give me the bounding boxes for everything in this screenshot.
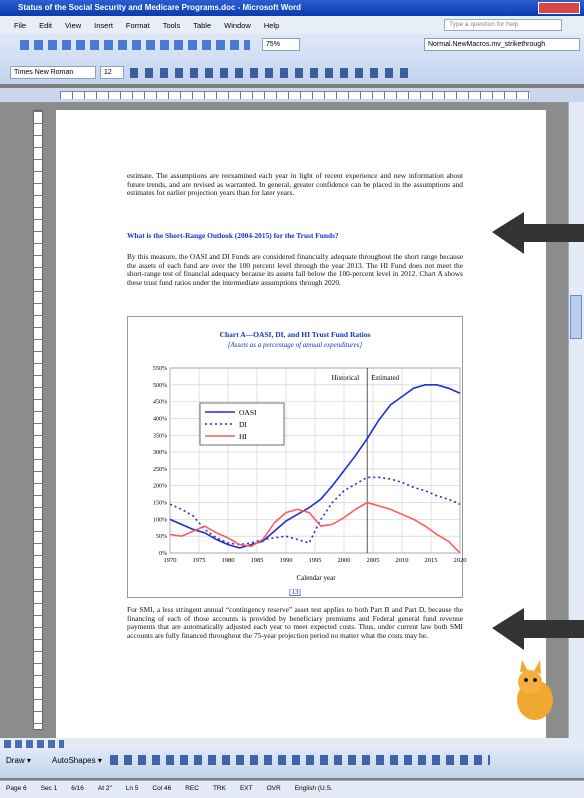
paragraph: estimate. The assumptions are reexamined…: [127, 171, 463, 198]
status-item: English (U.S.: [294, 785, 333, 792]
arrow: [492, 212, 584, 254]
office-assistant[interactable]: [517, 660, 553, 720]
x-tick-label: 1970: [164, 557, 177, 564]
y-tick-label: 450%: [153, 400, 167, 406]
caption[interactable]: [13]: [289, 588, 301, 596]
draw-menu[interactable]: Draw ▾: [6, 756, 31, 765]
horizontal-ruler: [60, 91, 530, 99]
view-buttons[interactable]: [4, 740, 64, 748]
y-tick-label: 150%: [153, 501, 167, 507]
y-tick-label: 400%: [153, 416, 167, 422]
legend-label: HI: [239, 432, 247, 441]
menu-item[interactable]: Window: [224, 21, 251, 30]
scroll-thumb[interactable]: [570, 295, 582, 339]
menu-item[interactable]: Edit: [39, 21, 53, 30]
title-bar: [0, 0, 584, 16]
x-tick-label: 1975: [193, 557, 206, 564]
chart-title: Chart A—OASI, DI, and HI Trust Fund Rati…: [220, 330, 371, 339]
x-tick-label: 2005: [367, 557, 380, 564]
annotation: Estimated: [371, 374, 399, 382]
vertical-ruler: [33, 110, 43, 730]
window-controls[interactable]: [538, 2, 580, 14]
x-tick-label: 1980: [222, 557, 235, 564]
menu-item[interactable]: Insert: [94, 21, 113, 30]
y-tick-label: 200%: [153, 484, 167, 490]
status-item: 6/16: [71, 785, 84, 792]
status-item: Page 6: [6, 785, 27, 792]
x-tick-label: 2010: [396, 557, 409, 564]
x-tick-label: 2015: [425, 557, 438, 564]
x-tick-label: 1985: [251, 557, 264, 564]
y-tick-label: 500%: [153, 383, 167, 389]
help-box[interactable]: Type a question for help: [444, 19, 562, 31]
format-icons[interactable]: [130, 68, 410, 78]
menu-item[interactable]: Format: [125, 21, 150, 30]
legend-label: OASI: [239, 408, 257, 417]
menu-item[interactable]: View: [65, 21, 82, 30]
font-box[interactable]: Times New Roman: [10, 66, 96, 79]
size-box[interactable]: 12: [100, 66, 124, 79]
y-tick-label: 100%: [153, 517, 167, 523]
chart-frame: [127, 316, 463, 598]
y-tick-label: 300%: [153, 450, 167, 456]
x-tick-label: 1990: [280, 557, 293, 564]
legend-label: DI: [239, 420, 247, 429]
paragraph: For SMI, a less stringent annual “contin…: [127, 605, 463, 640]
menu-list: File Edit View Insert Format Tools Table Window…: [14, 21, 292, 30]
menu-item[interactable]: File: [14, 21, 27, 30]
y-tick-label: 250%: [153, 467, 167, 473]
x-tick-label: 2020: [454, 557, 467, 564]
menu-bar: [0, 16, 584, 34]
paragraph: By this measure, the OASI and DI Funds a…: [127, 252, 463, 287]
menu-item[interactable]: Help: [263, 21, 280, 30]
menu-item[interactable]: Table: [193, 21, 212, 30]
autoshapes-menu[interactable]: AutoShapes ▾: [52, 756, 102, 765]
y-tick-label: 350%: [153, 433, 167, 439]
drawing-icons[interactable]: [110, 755, 490, 765]
window-title: Status of the Social Security and Medica…: [18, 3, 302, 12]
annotation: Historical: [332, 374, 360, 382]
status-item: Col 46: [152, 785, 172, 792]
x-tick-label: 2000: [338, 557, 351, 564]
zoom-box[interactable]: 75%: [262, 38, 300, 51]
chart-subtitle: [Assets as a percentage of annual expend…: [228, 341, 363, 349]
series-line: [169, 476, 461, 546]
view-bar: [0, 738, 584, 750]
x-tick-label: 1995: [309, 557, 322, 564]
status-item: At 2": [97, 785, 112, 792]
series-line: [169, 501, 461, 554]
y-tick-label: 0%: [159, 551, 167, 557]
arrow: [492, 608, 584, 650]
y-tick-label: 550%: [153, 366, 167, 372]
menu-item[interactable]: Tools: [162, 21, 181, 30]
status-item: Sec 1: [40, 785, 58, 792]
series-line: [169, 384, 461, 549]
x-axis-label: Calendar year: [296, 574, 336, 582]
status-item: Ln 5: [125, 785, 139, 792]
legend-box: [199, 402, 285, 446]
scrollbar[interactable]: [568, 102, 584, 738]
toolbar-icons[interactable]: [20, 40, 250, 50]
macro-box[interactable]: Normal.NewMacros.mv_strikethrough: [424, 38, 580, 51]
status-item: REC: [185, 785, 199, 792]
heading: What is the Short-Range Outlook (2004-20…: [127, 231, 339, 240]
status-item: EXT: [239, 785, 253, 792]
y-tick-label: 50%: [156, 534, 167, 540]
status-items: Page 6 Sec 1 6/16 At 2" Ln 5 Col 46 REC TRK EXT O…: [6, 785, 347, 792]
status-bar: [0, 780, 584, 798]
status-item: OVR: [266, 785, 281, 792]
status-item: TRK: [212, 785, 226, 792]
